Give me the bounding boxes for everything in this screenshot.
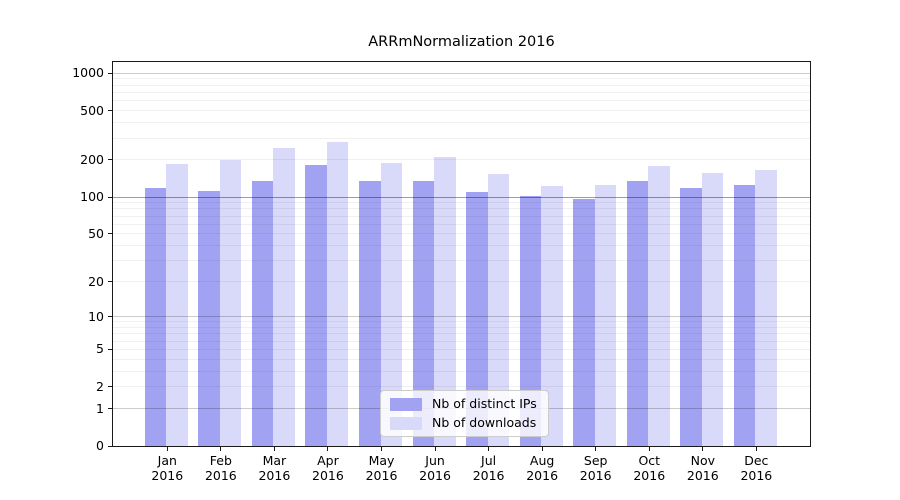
bar-nb-of-downloads-jun	[434, 157, 456, 446]
bar-nb-of-distinct-ips-may	[359, 181, 381, 446]
ytick-label-100: 100	[80, 189, 104, 205]
gridline-200	[113, 159, 810, 161]
ytick-label-200: 200	[80, 151, 104, 167]
bar-nb-of-downloads-jul	[487, 174, 510, 446]
gridline-700	[113, 92, 810, 93]
bar-nb-of-downloads-aug	[541, 186, 563, 446]
ytick-label-5: 5	[96, 341, 104, 357]
xtick-label-sep: Sep 2016	[579, 453, 612, 483]
legend-swatch-downloads	[390, 416, 422, 430]
xtick-mark-apr	[327, 446, 329, 451]
bar-nb-of-downloads-apr	[326, 141, 349, 446]
xtick-label-jun: Jun 2016	[419, 453, 451, 483]
xtick-label-aug: Aug 2016	[526, 453, 559, 483]
ytick-label-500: 500	[80, 102, 104, 118]
bar-nb-of-downloads-mar	[273, 147, 295, 446]
bar-nb-of-downloads-sep	[594, 184, 617, 446]
bar-nb-of-distinct-ips-apr	[305, 164, 327, 446]
gridline-600	[113, 100, 810, 102]
ytick-label-0: 0	[96, 438, 104, 453]
xtick-mark-sep	[595, 446, 597, 451]
gridline-500	[113, 110, 810, 112]
xtick-mark-oct	[648, 446, 650, 451]
xtick-label-mar: Mar 2016	[258, 453, 291, 483]
xtick-mark-feb	[220, 446, 222, 451]
xtick-mark-nov	[702, 446, 704, 451]
xtick-label-jan: Jan 2016	[151, 453, 184, 483]
gridline-900	[113, 78, 810, 80]
gridline-800	[113, 84, 810, 86]
xtick-label-feb: Feb 2016	[204, 453, 237, 483]
xtick-mark-mar	[273, 446, 275, 451]
bar-nb-of-downloads-nov	[701, 173, 724, 446]
legend-label-downloads: Nb of downloads	[432, 415, 537, 430]
xtick-label-apr: Apr 2016	[312, 453, 344, 483]
xtick-mark-jul	[488, 446, 490, 451]
xtick-mark-aug	[541, 446, 543, 451]
xtick-label-jul: Jul 2016	[472, 453, 505, 483]
ytick-label-20: 20	[88, 273, 104, 289]
ytick-mark-5	[108, 348, 113, 350]
xtick-label-dec: Dec 2016	[740, 453, 773, 483]
gridline-1000	[113, 72, 810, 74]
legend-entry-downloads: Nb of downloads	[390, 416, 537, 430]
ytick-mark-1	[108, 408, 113, 410]
bar-nb-of-downloads-jan	[166, 163, 188, 446]
bar-nb-of-downloads-may	[380, 162, 402, 446]
ytick-mark-0	[108, 445, 113, 447]
xtick-mark-jun	[434, 446, 436, 451]
bar-nb-of-downloads-dec	[755, 169, 777, 446]
legend-entry-distinct-ips: Nb of distinct IPs	[390, 397, 537, 411]
gridline-300	[113, 137, 810, 139]
bar-nb-of-downloads-oct	[648, 166, 670, 446]
ytick-mark-10	[108, 316, 113, 318]
bar-nb-of-distinct-ips-oct	[626, 180, 649, 446]
ytick-mark-20	[108, 281, 113, 283]
chart-title: ARRmNormalization 2016	[368, 34, 555, 50]
ytick-label-1: 1	[96, 400, 104, 416]
legend-swatch-distinct-ips	[390, 397, 422, 411]
bar-nb-of-distinct-ips-mar	[251, 180, 274, 446]
legend: Nb of distinct IPs Nb of downloads	[380, 390, 549, 437]
bar-nb-of-distinct-ips-aug	[519, 195, 542, 446]
bar-nb-of-distinct-ips-nov	[680, 188, 702, 446]
ytick-mark-200	[108, 159, 113, 161]
plot-area: Nb of distinct IPs Nb of downloads	[112, 61, 811, 447]
bar-nb-of-distinct-ips-jul	[466, 191, 488, 446]
ytick-mark-2	[108, 386, 113, 388]
ytick-label-10: 10	[88, 308, 104, 324]
xtick-mark-jan	[166, 446, 168, 451]
ytick-label-50: 50	[88, 225, 104, 241]
ytick-mark-100	[108, 196, 113, 198]
bar-nb-of-downloads-feb	[219, 159, 242, 446]
legend-label-distinct-ips: Nb of distinct IPs	[432, 396, 537, 411]
bar-nb-of-distinct-ips-sep	[573, 199, 595, 446]
ytick-mark-1000	[108, 72, 113, 74]
bar-nb-of-distinct-ips-feb	[198, 191, 220, 446]
xtick-label-nov: Nov 2016	[686, 453, 719, 483]
bar-nb-of-distinct-ips-dec	[733, 185, 756, 446]
gridline-400	[113, 122, 810, 124]
xtick-mark-may	[381, 446, 382, 451]
bar-nb-of-distinct-ips-jan	[144, 187, 167, 446]
ytick-mark-500	[108, 110, 113, 112]
ytick-label-2: 2	[96, 378, 104, 394]
ytick-mark-50	[108, 233, 113, 235]
xtick-label-may: May 2016	[365, 453, 398, 483]
xtick-label-oct: Oct 2016	[633, 453, 666, 483]
bar-nb-of-distinct-ips-jun	[412, 180, 435, 446]
ytick-label-1000: 1000	[72, 65, 104, 81]
xtick-mark-dec	[755, 446, 757, 451]
